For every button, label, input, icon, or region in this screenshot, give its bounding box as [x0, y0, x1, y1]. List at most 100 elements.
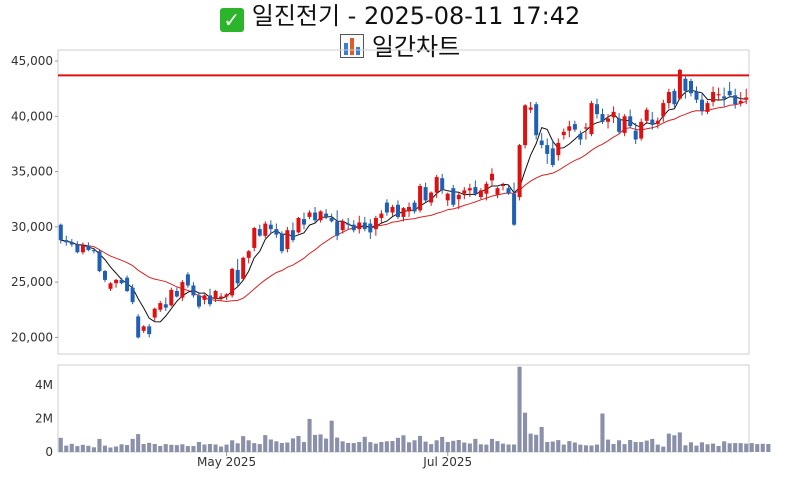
candle-body: [462, 190, 467, 194]
candle-body: [103, 271, 107, 280]
volume-bar: [384, 441, 389, 452]
candle-body: [197, 295, 201, 307]
candlestick: [506, 184, 511, 195]
candle-body: [556, 142, 561, 156]
volume-bar: [760, 443, 765, 452]
candlestick: [257, 224, 262, 237]
volume-bar: [655, 444, 660, 452]
candlestick: [528, 101, 533, 114]
candlestick: [340, 219, 345, 234]
candlestick: [64, 235, 69, 246]
candle-body: [136, 316, 141, 338]
volume-bar: [257, 444, 262, 452]
candlestick: [412, 200, 417, 214]
volume-bar: [545, 442, 550, 452]
volume-bar: [169, 444, 174, 452]
volume-bar: [357, 442, 362, 452]
volume-bar: [572, 442, 577, 452]
candlestick: [567, 120, 572, 138]
candle-body: [418, 186, 423, 211]
volume-bar: [611, 444, 616, 452]
volume-bar: [456, 440, 461, 452]
candlestick: [180, 279, 185, 301]
volume-bar: [130, 438, 135, 452]
candle-body: [290, 230, 295, 241]
candlestick: [617, 113, 622, 135]
check-mark-icon: ✓: [219, 8, 244, 32]
candlestick: [628, 109, 633, 129]
candlestick: [396, 200, 400, 220]
candle-body: [97, 251, 102, 272]
volume-bar: [401, 435, 406, 452]
price-y-tick-label: 25,000: [11, 275, 53, 289]
candlestick: [108, 282, 113, 291]
candlestick: [650, 111, 655, 130]
candlestick: [91, 247, 96, 254]
candlestick: [208, 288, 212, 307]
volume-bar: [285, 442, 290, 452]
volume-bar: [600, 413, 605, 452]
volume-bar: [224, 444, 229, 452]
candlestick: [484, 181, 489, 201]
candlestick: [517, 143, 522, 201]
candle-body: [185, 274, 190, 286]
candle-body: [58, 224, 63, 241]
candlestick: [434, 174, 439, 199]
candle-body: [296, 218, 301, 233]
volume-bar: [473, 438, 478, 452]
volume-bar: [207, 444, 212, 452]
volume-bar: [119, 444, 124, 452]
candle-body: [213, 291, 218, 299]
price-y-tick-label: 35,000: [11, 165, 53, 179]
candle-body: [373, 218, 378, 230]
volume-bar: [114, 446, 119, 452]
volume-bar: [711, 443, 716, 452]
candle-body: [125, 277, 130, 291]
candlestick: [185, 272, 190, 288]
volume-bar: [556, 440, 561, 452]
candle-body: [478, 190, 483, 197]
candlestick: [539, 132, 544, 149]
candlestick: [644, 107, 649, 125]
candlestick: [655, 117, 660, 129]
volume-bar: [152, 444, 157, 452]
candle-body: [523, 105, 528, 146]
volume-bar: [517, 366, 522, 452]
volume-bar: [523, 412, 528, 452]
candlestick: [362, 216, 367, 232]
volume-bar: [429, 444, 434, 452]
candle-body: [268, 224, 273, 230]
volume-bar: [252, 443, 257, 452]
candlestick: [147, 324, 152, 338]
candle-body: [744, 97, 749, 100]
volume-bar: [589, 445, 594, 452]
candlestick: [152, 307, 157, 321]
candlestick: [467, 183, 472, 198]
volume-bar: [213, 444, 218, 452]
volume-bar: [418, 435, 423, 452]
candlestick: [545, 138, 550, 164]
volume-bar: [75, 446, 80, 452]
candlestick: [202, 294, 207, 305]
candle-body: [152, 308, 157, 318]
candle-body: [423, 187, 428, 201]
candle-body: [628, 116, 633, 127]
volume-bar: [478, 444, 483, 452]
candlestick: [589, 100, 594, 137]
candlestick: [633, 122, 638, 144]
volume-bar: [467, 443, 472, 452]
volume-bar: [268, 439, 273, 452]
candle-body: [401, 208, 406, 217]
candlestick: [666, 88, 671, 109]
candle-body: [396, 204, 400, 217]
candle-body: [495, 188, 500, 195]
bar-chart-icon: [339, 34, 364, 58]
candle-body: [241, 257, 246, 279]
volume-bar: [633, 442, 638, 452]
candle-body: [307, 212, 312, 217]
candle-body: [329, 218, 334, 222]
candlestick: [677, 68, 682, 100]
volume-bar: [346, 443, 351, 452]
volume-bar: [622, 444, 627, 452]
volume-bar: [185, 446, 190, 452]
